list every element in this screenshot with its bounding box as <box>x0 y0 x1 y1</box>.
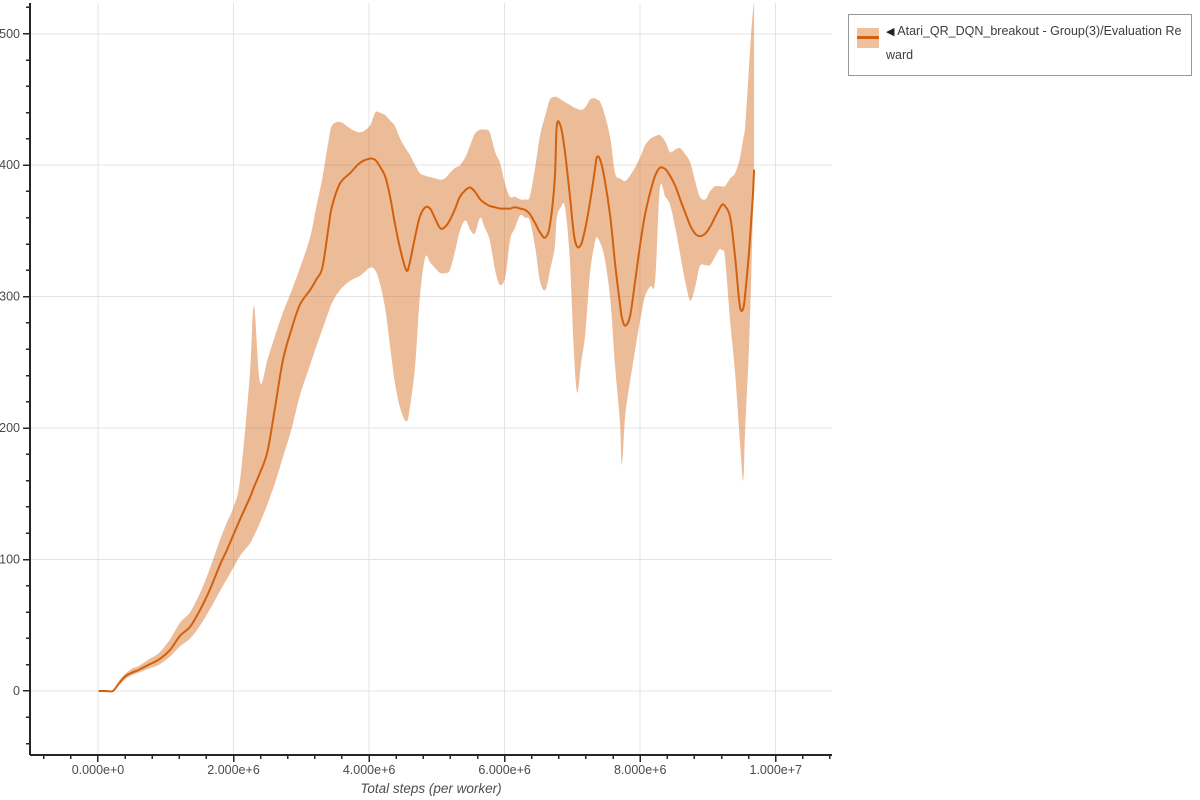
y-tick-label: 400 <box>0 158 20 172</box>
x-tick-label: 1.000e+7 <box>750 763 803 777</box>
confidence-band <box>99 3 755 692</box>
y-tick-label: 0 <box>13 684 20 698</box>
gridlines <box>30 3 832 755</box>
axes: 0.000e+0 2.000e+6 4.000e+6 6.000e+6 8.000e+6… <box>0 3 832 796</box>
x-tick-label: 4.000e+6 <box>343 763 396 777</box>
legend-box: ◀ Atari_QR_DQN_breakout - Group(3)/Evalu… <box>848 14 1192 76</box>
legend-swatch-icon <box>857 28 879 48</box>
x-tick-label: 0.000e+0 <box>72 763 125 777</box>
x-axis-title: Total steps (per worker) <box>360 781 501 796</box>
x-tick-label: 8.000e+6 <box>614 763 667 777</box>
y-tick-label: 100 <box>0 553 20 567</box>
y-tick-label: 300 <box>0 290 20 304</box>
series-line[interactable] <box>98 120 756 693</box>
x-tick-label: 6.000e+6 <box>478 763 531 777</box>
legend-item[interactable]: ◀ Atari_QR_DQN_breakout - Group(3)/Evalu… <box>886 20 1183 67</box>
legend-marker-icon: ◀ <box>886 26 895 38</box>
y-tick-label: 500 <box>0 27 20 41</box>
series[interactable] <box>98 2 756 693</box>
legend-label: Atari_QR_DQN_breakout - Group(3)/Evaluat… <box>886 24 1182 62</box>
x-tick-label: 2.000e+6 <box>207 763 260 777</box>
y-tick-label: 200 <box>0 421 20 435</box>
